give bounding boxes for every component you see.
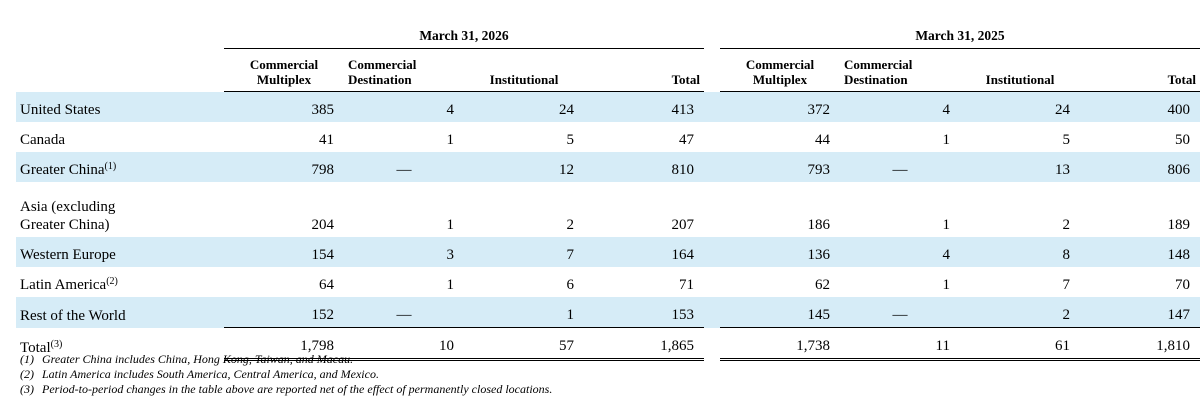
table-cell: 413 xyxy=(584,91,704,122)
table-row: Western Europe 154 3 7 164 136 4 8 148 xyxy=(16,237,1200,267)
row-label: Total(3) xyxy=(20,338,63,356)
table-cell: 13 xyxy=(960,152,1080,182)
locations-table: March 31, 2026 March 31, 2025 Commercial… xyxy=(16,20,1200,361)
footnote-marker: (3) xyxy=(50,338,63,350)
table-cell: 8 xyxy=(960,237,1080,267)
table-cell: 1 xyxy=(942,277,951,293)
table-cell: 6 xyxy=(566,277,575,293)
row-label: Canada xyxy=(20,132,65,148)
table-cell: — xyxy=(840,152,960,182)
table-cell: 57 xyxy=(464,327,584,361)
period-header-2026: March 31, 2026 xyxy=(224,20,704,49)
row-label: Latin America(2) xyxy=(20,276,118,294)
table-cell: 810 xyxy=(584,152,704,182)
table-cell: 154 xyxy=(224,237,344,267)
row-label: Western Europe xyxy=(16,237,224,267)
footnote: (3) Period-to-period changes in the table… xyxy=(20,382,553,396)
table-cell: 400 xyxy=(1080,91,1200,122)
table-cell: 204 xyxy=(311,217,335,233)
table-cell: 62 xyxy=(815,277,830,293)
table-cell: 4 xyxy=(840,91,960,122)
table-cell: 1,810 xyxy=(1080,327,1200,361)
table-cell: 7 xyxy=(464,237,584,267)
footnote: (2) Latin America includes South America,… xyxy=(20,367,379,381)
period-header-2025: March 31, 2025 xyxy=(720,20,1200,49)
table-cell: 136 xyxy=(720,237,840,267)
col-header-commercial-destination: Commercial Destination xyxy=(344,48,464,92)
col-header-commercial-multiplex: Commercial Multiplex xyxy=(224,48,344,92)
table-cell: 1,865 xyxy=(584,327,704,361)
table-cell: 153 xyxy=(584,297,704,328)
table-cell: 1,738 xyxy=(720,327,840,361)
col-header-total: Total xyxy=(1080,48,1200,92)
table-cell: 24 xyxy=(960,91,1080,122)
table-row: Rest of the World 152 — 1 153 145 — 2 14… xyxy=(16,297,1200,328)
table-cell: 1 xyxy=(942,217,951,233)
table-cell: 145 xyxy=(720,297,840,328)
table-cell: 372 xyxy=(720,91,840,122)
col-header-commercial-multiplex: Commercial Multiplex xyxy=(720,48,840,92)
total-row: Total(3) 1,798 10 57 1,865 1,738 11 61 1… xyxy=(16,327,1200,361)
table-cell: 41 xyxy=(319,132,334,148)
table-cell: — xyxy=(840,297,960,328)
col-header-commercial-destination: Commercial Destination xyxy=(840,48,960,92)
table-cell: 64 xyxy=(319,277,334,293)
table-row: Canada 41 1 5 47 44 1 5 50 xyxy=(16,122,1200,152)
table-cell: 1 xyxy=(446,217,455,233)
row-label: Rest of the World xyxy=(16,297,224,328)
table-row: Greater China(1) 798 — 12 810 793 — 13 8… xyxy=(16,152,1200,182)
footnote-marker: (1) xyxy=(104,161,117,172)
table-cell: 12 xyxy=(464,152,584,182)
col-header-institutional: Institutional xyxy=(464,48,584,92)
table-row: Asia (excluding Greater China) 204 1 2 20… xyxy=(16,182,1200,237)
table-cell: 186 xyxy=(807,217,831,233)
table-cell: 5 xyxy=(1062,132,1071,148)
table-cell: 152 xyxy=(224,297,344,328)
table-cell: 1 xyxy=(942,132,951,148)
table-cell: 148 xyxy=(1080,237,1200,267)
table-cell: — xyxy=(344,152,464,182)
table-cell: 1 xyxy=(446,132,455,148)
locations-table-container: March 31, 2026 March 31, 2025 Commercial… xyxy=(16,20,1200,361)
table-cell: 7 xyxy=(1062,277,1071,293)
table-cell: 806 xyxy=(1080,152,1200,182)
table-cell: 189 xyxy=(1167,217,1191,233)
table-cell: 3 xyxy=(344,237,464,267)
table-cell: 5 xyxy=(566,132,575,148)
table-cell: 2 xyxy=(1062,217,1071,233)
table-cell: 207 xyxy=(671,217,695,233)
col-header-total: Total xyxy=(584,48,704,92)
table-cell: 61 xyxy=(960,327,1080,361)
col-header-institutional: Institutional xyxy=(960,48,1080,92)
table-cell: 798 xyxy=(224,152,344,182)
footnote: (1) Greater China includes China, Hong Ko… xyxy=(20,352,354,366)
footnotes: (1) Greater China includes China, Hong Ko… xyxy=(20,352,552,397)
table-row: United States 385 4 24 413 372 4 24 400 xyxy=(16,91,1200,122)
table-cell: 793 xyxy=(720,152,840,182)
footnote-marker: (2) xyxy=(106,276,118,287)
table-cell: 10 xyxy=(344,327,464,361)
table-cell: 47 xyxy=(679,132,694,148)
table-cell: 2 xyxy=(960,297,1080,328)
table-row: Latin America(2) 64 1 6 71 62 1 7 70 xyxy=(16,267,1200,297)
table-cell: 2 xyxy=(566,217,575,233)
row-label: United States xyxy=(16,91,224,122)
table-cell: 70 xyxy=(1175,277,1190,293)
table-cell: 147 xyxy=(1080,297,1200,328)
table-cell: 1 xyxy=(446,277,455,293)
table-cell: 164 xyxy=(584,237,704,267)
table-cell: 50 xyxy=(1175,132,1190,148)
table-cell: 71 xyxy=(679,277,694,293)
row-label: Greater China(1) xyxy=(16,152,224,182)
row-label: Asia (excluding Greater China) xyxy=(20,199,116,233)
table-cell: 44 xyxy=(815,132,830,148)
table-cell: 4 xyxy=(344,91,464,122)
table-cell: 385 xyxy=(224,91,344,122)
table-cell: — xyxy=(344,297,464,328)
table-cell: 1,798 xyxy=(224,327,344,361)
table-cell: 11 xyxy=(840,327,960,361)
table-cell: 24 xyxy=(464,91,584,122)
table-cell: 4 xyxy=(840,237,960,267)
table-cell: 1 xyxy=(464,297,584,328)
